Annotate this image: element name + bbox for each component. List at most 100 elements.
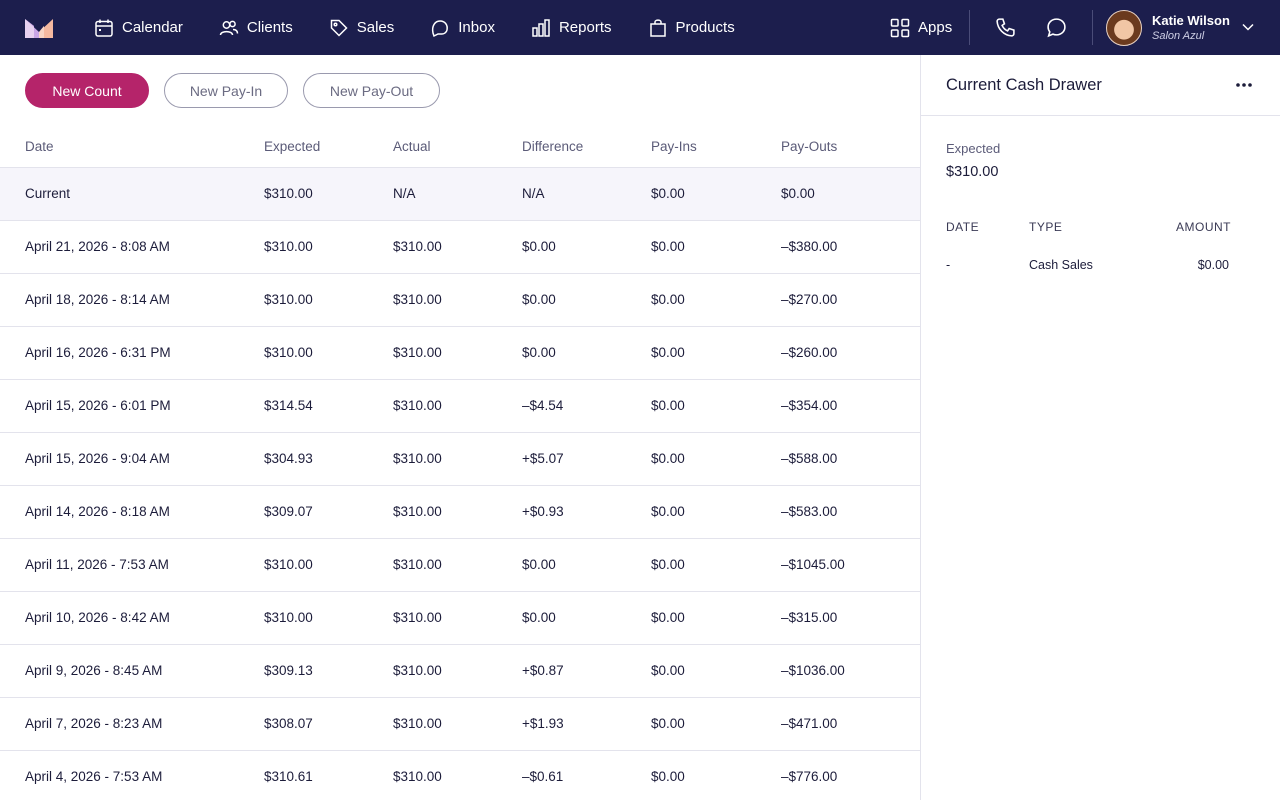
cell-actual: $310.00 xyxy=(393,272,522,326)
user-menu[interactable]: Katie Wilson Salon Azul xyxy=(1106,10,1230,46)
table-row[interactable]: April 21, 2026 - 8:08 AM $310.00 $310.00… xyxy=(0,219,920,273)
column-header-difference[interactable]: Difference xyxy=(522,139,584,155)
cell-date: April 15, 2026 - 9:04 AM xyxy=(0,431,264,485)
more-options-icon[interactable] xyxy=(1234,75,1254,95)
app-logo-icon[interactable] xyxy=(25,16,53,38)
nav-label-products: Products xyxy=(675,19,735,36)
inbox-icon xyxy=(432,19,449,37)
apps-grid-icon xyxy=(890,18,910,37)
current-cash-drawer-panel: Current Cash Drawer Expected $310.00 DAT… xyxy=(920,55,1280,800)
cell-difference: +$1.93 xyxy=(522,696,651,750)
nav-item-clients[interactable]: Clients xyxy=(219,0,293,55)
cell-pay-outs: –$315.00 xyxy=(781,590,920,644)
cell-difference: $0.00 xyxy=(522,590,651,644)
cell-actual: $310.00 xyxy=(393,590,522,644)
table-row[interactable]: April 9, 2026 - 8:45 AM $309.13 $310.00 … xyxy=(0,643,920,697)
table-row[interactable]: April 15, 2026 - 9:04 AM $304.93 $310.00… xyxy=(0,431,920,485)
nav-label-clients: Clients xyxy=(246,19,293,36)
cell-pay-outs: $0.00 xyxy=(781,166,920,220)
cell-difference: +$0.93 xyxy=(522,484,651,538)
cell-difference: +$0.87 xyxy=(522,643,651,697)
nav-divider xyxy=(1092,10,1093,45)
table-row[interactable]: April 4, 2026 - 7:53 AM $310.61 $310.00 … xyxy=(0,749,920,800)
nav-item-reports[interactable]: Reports xyxy=(531,0,612,55)
cell-expected: $309.13 xyxy=(264,643,393,697)
nav-item-products[interactable]: Products xyxy=(648,0,735,55)
cell-actual: $310.00 xyxy=(393,643,522,697)
cell-pay-outs: –$1045.00 xyxy=(781,537,920,591)
cell-pay-outs: –$588.00 xyxy=(781,431,920,485)
chevron-down-icon[interactable] xyxy=(1241,20,1255,34)
cell-actual: $310.00 xyxy=(393,696,522,750)
new-pay-out-button[interactable]: New Pay-Out xyxy=(303,73,440,108)
table-row[interactable]: April 18, 2026 - 8:14 AM $310.00 $310.00… xyxy=(0,272,920,326)
cell-pay-outs: –$583.00 xyxy=(781,484,920,538)
cell-actual: $310.00 xyxy=(393,537,522,591)
cell-date: April 7, 2026 - 8:23 AM xyxy=(0,696,264,750)
panel-column-type: TYPE xyxy=(1029,220,1063,234)
table-row[interactable]: April 11, 2026 - 7:53 AM $310.00 $310.00… xyxy=(0,537,920,591)
cell-expected: $310.00 xyxy=(264,590,393,644)
cell-date: April 4, 2026 - 7:53 AM xyxy=(0,749,264,800)
table-row[interactable]: April 7, 2026 - 8:23 AM $308.07 $310.00 … xyxy=(0,696,920,750)
table-row-current[interactable]: Current $310.00 N/A N/A $0.00 $0.00 xyxy=(0,166,920,220)
cell-pay-ins: $0.00 xyxy=(651,325,781,379)
cell-date: April 15, 2026 - 6:01 PM xyxy=(0,378,264,432)
cell-actual: $310.00 xyxy=(393,219,522,273)
main-nav: Calendar Clients Sales Inbox Reports xyxy=(94,0,771,55)
column-header-date[interactable]: Date xyxy=(25,139,54,155)
cell-date: April 11, 2026 - 7:53 AM xyxy=(0,537,264,591)
cell-expected: $310.00 xyxy=(264,272,393,326)
table-row[interactable]: April 10, 2026 - 8:42 AM $310.00 $310.00… xyxy=(0,590,920,644)
apps-button[interactable]: Apps xyxy=(890,0,952,55)
user-name: Katie Wilson xyxy=(1152,13,1230,28)
nav-item-calendar[interactable]: Calendar xyxy=(94,0,183,55)
new-pay-in-button[interactable]: New Pay-In xyxy=(164,73,288,108)
new-count-button[interactable]: New Count xyxy=(25,73,149,108)
nav-item-sales[interactable]: Sales xyxy=(329,0,394,55)
cell-actual: $310.00 xyxy=(393,378,522,432)
panel-column-amount: AMOUNT xyxy=(1176,220,1231,234)
clients-icon xyxy=(219,20,239,35)
cell-actual: $310.00 xyxy=(393,749,522,800)
cash-counts-table: Date Expected Actual Difference Pay-Ins … xyxy=(0,127,920,800)
cell-expected: $310.00 xyxy=(264,166,393,220)
bar-chart-icon xyxy=(532,18,550,37)
expected-value: $310.00 xyxy=(946,164,999,180)
column-header-actual[interactable]: Actual xyxy=(393,139,431,155)
user-location: Salon Azul xyxy=(1152,30,1205,42)
table-header-row: Date Expected Actual Difference Pay-Ins … xyxy=(0,127,920,167)
avatar xyxy=(1106,10,1142,46)
cell-date: Current xyxy=(0,166,264,220)
cell-date: April 21, 2026 - 8:08 AM xyxy=(0,219,264,273)
table-row[interactable]: April 16, 2026 - 6:31 PM $310.00 $310.00… xyxy=(0,325,920,379)
table-row[interactable]: April 14, 2026 - 8:18 AM $309.07 $310.00… xyxy=(0,484,920,538)
cell-date: April 9, 2026 - 8:45 AM xyxy=(0,643,264,697)
chat-bubble-icon[interactable] xyxy=(1046,17,1067,38)
nav-item-inbox[interactable]: Inbox xyxy=(430,0,495,55)
column-header-expected[interactable]: Expected xyxy=(264,139,321,155)
cell-difference: $0.00 xyxy=(522,272,651,326)
nav-label-calendar: Calendar xyxy=(122,19,183,36)
cell-pay-ins: $0.00 xyxy=(651,590,781,644)
cell-pay-outs: –$270.00 xyxy=(781,272,920,326)
cell-pay-ins: $0.00 xyxy=(651,272,781,326)
phone-icon[interactable] xyxy=(995,17,1016,38)
column-header-pay-outs[interactable]: Pay-Outs xyxy=(781,139,838,155)
expected-label: Expected xyxy=(946,141,1001,156)
panel-row-type: Cash Sales xyxy=(1029,258,1093,272)
shopping-bag-icon xyxy=(649,18,666,37)
tag-icon xyxy=(330,19,348,37)
cell-difference: –$4.54 xyxy=(522,378,651,432)
cell-actual: $310.00 xyxy=(393,484,522,538)
table-row[interactable]: April 15, 2026 - 6:01 PM $314.54 $310.00… xyxy=(0,378,920,432)
panel-header: Current Cash Drawer xyxy=(921,55,1280,116)
nav-label-inbox: Inbox xyxy=(458,19,495,36)
cell-difference: +$5.07 xyxy=(522,431,651,485)
column-header-pay-ins[interactable]: Pay-Ins xyxy=(651,139,697,155)
cell-expected: $310.00 xyxy=(264,219,393,273)
cell-difference: N/A xyxy=(522,166,651,220)
panel-column-date: DATE xyxy=(946,220,980,234)
cell-date: April 18, 2026 - 8:14 AM xyxy=(0,272,264,326)
panel-title: Current Cash Drawer xyxy=(946,76,1102,94)
